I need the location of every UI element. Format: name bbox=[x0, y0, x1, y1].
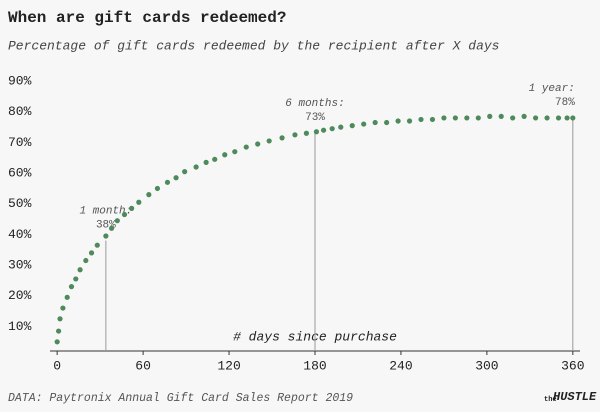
dot bbox=[212, 156, 218, 162]
dot bbox=[521, 113, 527, 119]
dot bbox=[555, 115, 562, 121]
y-tick-label: 90% bbox=[8, 74, 32, 89]
y-tick-label: 30% bbox=[8, 258, 32, 273]
dot bbox=[114, 218, 120, 224]
dot bbox=[498, 113, 504, 119]
dot bbox=[384, 119, 390, 126]
source: DATA: Paytronix Annual Gift Card Sales R… bbox=[8, 392, 353, 405]
dot bbox=[193, 164, 199, 170]
x-tick-label: 120 bbox=[217, 358, 240, 373]
dot bbox=[154, 185, 161, 192]
dot bbox=[243, 144, 249, 150]
dot bbox=[406, 118, 413, 124]
y-tick-label: 80% bbox=[8, 104, 32, 119]
dot bbox=[146, 192, 152, 198]
y-tick-label: 70% bbox=[8, 135, 32, 150]
dot bbox=[77, 267, 83, 273]
dot bbox=[279, 135, 285, 141]
dot bbox=[452, 115, 458, 121]
dot bbox=[108, 225, 115, 231]
dot bbox=[203, 159, 209, 165]
dot bbox=[164, 179, 171, 185]
x-tick-label: 0 bbox=[53, 358, 61, 373]
dot bbox=[255, 141, 261, 147]
chart-subtitle: Percentage of gift cards redeemed by the… bbox=[8, 38, 499, 53]
dot bbox=[349, 123, 355, 129]
chart-title: When are gift cards redeemed? bbox=[8, 9, 286, 27]
dot bbox=[329, 126, 335, 132]
dot bbox=[487, 113, 493, 119]
dot bbox=[313, 129, 320, 135]
dot bbox=[182, 169, 188, 175]
dot bbox=[64, 294, 70, 300]
dot bbox=[532, 115, 539, 121]
dot bbox=[544, 115, 550, 121]
dot bbox=[60, 305, 66, 311]
annotation-label: 6 months: bbox=[285, 98, 344, 110]
x-tick-label: 60 bbox=[135, 358, 151, 373]
dot bbox=[564, 115, 570, 121]
x-tick-label: 300 bbox=[475, 358, 498, 373]
dot bbox=[510, 115, 516, 121]
annotation-value: 73% bbox=[305, 112, 325, 124]
dot bbox=[103, 233, 109, 239]
dot bbox=[68, 284, 75, 290]
dot bbox=[121, 211, 128, 218]
dot bbox=[73, 276, 79, 282]
logo-small: the bbox=[544, 396, 557, 404]
dot bbox=[88, 250, 95, 256]
dot bbox=[54, 339, 60, 345]
logo: HUSTLE bbox=[553, 390, 597, 404]
annotation-value: 78% bbox=[555, 97, 575, 109]
y-tick-label: 60% bbox=[8, 166, 32, 181]
dot bbox=[338, 124, 344, 130]
dot bbox=[570, 115, 576, 121]
x-tick-label: 240 bbox=[389, 358, 412, 373]
dot bbox=[395, 118, 401, 124]
dot bbox=[320, 127, 327, 133]
dot bbox=[418, 116, 424, 123]
dot bbox=[55, 328, 62, 334]
dot bbox=[173, 175, 179, 181]
dot bbox=[222, 152, 228, 158]
dot bbox=[475, 115, 481, 121]
y-tick-label: 10% bbox=[8, 319, 32, 334]
dot bbox=[464, 115, 470, 121]
dot bbox=[57, 316, 63, 322]
dot bbox=[361, 121, 367, 127]
dot bbox=[83, 257, 89, 264]
y-tick-label: 40% bbox=[8, 227, 32, 242]
dot bbox=[266, 138, 272, 144]
x-tick-label: 360 bbox=[561, 358, 584, 373]
dot bbox=[232, 149, 238, 155]
dot bbox=[441, 115, 447, 121]
y-tick-label: 20% bbox=[8, 288, 32, 303]
annotation-label: 1 year: bbox=[529, 83, 575, 95]
dot bbox=[429, 116, 436, 123]
y-tick-label: 50% bbox=[8, 196, 32, 211]
dot bbox=[136, 199, 142, 205]
x-tick-label: 180 bbox=[303, 358, 326, 373]
dot bbox=[292, 132, 298, 138]
dot bbox=[372, 119, 378, 126]
dot bbox=[94, 242, 100, 248]
dot bbox=[129, 205, 135, 211]
annotation-label: 1 month: bbox=[79, 206, 132, 218]
dot bbox=[303, 130, 310, 136]
